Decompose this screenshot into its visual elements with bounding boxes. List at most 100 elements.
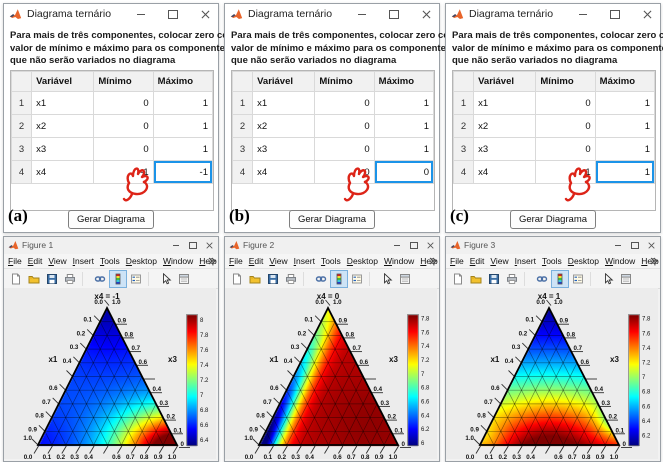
- close-button[interactable]: [417, 6, 435, 23]
- link-plot-icon[interactable]: [312, 270, 330, 288]
- cell-x3-máximo[interactable]: 1: [594, 137, 655, 161]
- property-inspector-icon[interactable]: [617, 270, 635, 288]
- cell-x3-variável[interactable]: x3: [473, 137, 537, 161]
- menu-view[interactable]: View: [48, 256, 67, 266]
- cell-x1-variável[interactable]: x1: [252, 91, 316, 115]
- row-header-2[interactable]: 2: [453, 114, 475, 138]
- cell-x1-variável[interactable]: x1: [31, 91, 95, 115]
- row-header-3[interactable]: 3: [453, 137, 475, 161]
- menu-insert[interactable]: Insert: [293, 256, 315, 266]
- menu-edit[interactable]: Edit: [27, 256, 43, 266]
- cell-x4-variável[interactable]: x4: [31, 160, 95, 184]
- cell-x4-máximo[interactable]: -1: [152, 160, 213, 184]
- property-inspector-icon[interactable]: [396, 270, 414, 288]
- link-plot-icon[interactable]: [533, 270, 551, 288]
- print-figure-icon[interactable]: [503, 270, 521, 288]
- link-plot-icon[interactable]: [91, 270, 109, 288]
- close-button[interactable]: [202, 238, 217, 252]
- row-header-3[interactable]: 3: [11, 137, 33, 161]
- row-header-2[interactable]: 2: [11, 114, 33, 138]
- edit-plot-icon[interactable]: [599, 270, 617, 288]
- cell-x2-mínimo[interactable]: 0: [535, 114, 596, 138]
- cell-x3-variável[interactable]: x3: [252, 137, 316, 161]
- insert-colorbar-icon[interactable]: [109, 269, 127, 288]
- cell-x3-variável[interactable]: x3: [31, 137, 95, 161]
- cell-x3-máximo[interactable]: 1: [373, 137, 434, 161]
- gerar-diagrama-button[interactable]: Gerar Diagrama: [289, 210, 375, 229]
- insert-legend-icon[interactable]: [348, 270, 366, 288]
- edit-plot-icon[interactable]: [157, 270, 175, 288]
- gerar-diagrama-button[interactable]: Gerar Diagrama: [510, 210, 596, 229]
- cell-x2-máximo[interactable]: 1: [152, 114, 213, 138]
- edit-plot-icon[interactable]: [378, 270, 396, 288]
- menu-overflow-icon[interactable]: [650, 257, 658, 265]
- maximize-button[interactable]: [185, 238, 200, 252]
- menu-overflow-icon[interactable]: [208, 257, 216, 265]
- close-button[interactable]: [644, 238, 659, 252]
- cell-x2-mínimo[interactable]: 0: [314, 114, 375, 138]
- menu-window[interactable]: Window: [604, 256, 636, 266]
- print-figure-icon[interactable]: [61, 270, 79, 288]
- menu-desktop[interactable]: Desktop: [567, 256, 599, 266]
- insert-legend-icon[interactable]: [569, 270, 587, 288]
- property-inspector-icon[interactable]: [175, 270, 193, 288]
- close-button[interactable]: [423, 238, 438, 252]
- new-figure-icon[interactable]: [228, 270, 246, 288]
- save-figure-icon[interactable]: [264, 270, 282, 288]
- menu-tools[interactable]: Tools: [99, 256, 120, 266]
- menu-overflow-icon[interactable]: [429, 257, 437, 265]
- insert-legend-icon[interactable]: [127, 270, 145, 288]
- maximize-button[interactable]: [385, 6, 403, 23]
- menu-window[interactable]: Window: [383, 256, 415, 266]
- print-figure-icon[interactable]: [282, 270, 300, 288]
- gerar-diagrama-button[interactable]: Gerar Diagrama: [68, 210, 154, 229]
- cell-x1-mínimo[interactable]: 0: [314, 91, 375, 115]
- menu-insert[interactable]: Insert: [514, 256, 536, 266]
- minimize-button[interactable]: [610, 238, 625, 252]
- cell-x3-mínimo[interactable]: 0: [314, 137, 375, 161]
- cell-x4-máximo[interactable]: 0: [373, 160, 434, 184]
- maximize-button[interactable]: [164, 6, 182, 23]
- menu-insert[interactable]: Insert: [72, 256, 94, 266]
- row-header-2[interactable]: 2: [232, 114, 254, 138]
- save-figure-icon[interactable]: [485, 270, 503, 288]
- menu-file[interactable]: File: [229, 256, 243, 266]
- cell-x4-variável[interactable]: x4: [252, 160, 316, 184]
- row-header-4[interactable]: 4: [11, 160, 33, 184]
- cell-x2-mínimo[interactable]: 0: [93, 114, 154, 138]
- row-header-4[interactable]: 4: [232, 160, 254, 184]
- menu-edit[interactable]: Edit: [248, 256, 264, 266]
- open-file-icon[interactable]: [25, 270, 43, 288]
- minimize-button[interactable]: [168, 238, 183, 252]
- row-header-1[interactable]: 1: [11, 91, 33, 115]
- cell-x1-mínimo[interactable]: 0: [535, 91, 596, 115]
- minimize-button[interactable]: [389, 238, 404, 252]
- menu-file[interactable]: File: [450, 256, 464, 266]
- menu-help[interactable]: Help: [420, 256, 438, 266]
- cell-x2-máximo[interactable]: 1: [373, 114, 434, 138]
- menu-window[interactable]: Window: [162, 256, 194, 266]
- new-figure-icon[interactable]: [449, 270, 467, 288]
- save-figure-icon[interactable]: [43, 270, 61, 288]
- cell-x3-mínimo[interactable]: 0: [535, 137, 596, 161]
- row-header-1[interactable]: 1: [232, 91, 254, 115]
- open-file-icon[interactable]: [246, 270, 264, 288]
- insert-colorbar-icon[interactable]: [551, 269, 569, 288]
- cell-x2-variável[interactable]: x2: [252, 114, 316, 138]
- row-header-1[interactable]: 1: [453, 91, 475, 115]
- cell-x4-máximo[interactable]: 1: [594, 160, 655, 184]
- cell-x3-máximo[interactable]: 1: [152, 137, 213, 161]
- menu-file[interactable]: File: [8, 256, 22, 266]
- minimize-button[interactable]: [353, 6, 371, 23]
- menu-view[interactable]: View: [269, 256, 288, 266]
- row-header-4[interactable]: 4: [453, 160, 475, 184]
- open-file-icon[interactable]: [467, 270, 485, 288]
- cell-x2-máximo[interactable]: 1: [594, 114, 655, 138]
- close-button[interactable]: [196, 6, 214, 23]
- cell-x4-variável[interactable]: x4: [473, 160, 537, 184]
- cell-x2-variável[interactable]: x2: [31, 114, 95, 138]
- maximize-button[interactable]: [627, 238, 642, 252]
- row-header-3[interactable]: 3: [232, 137, 254, 161]
- maximize-button[interactable]: [406, 238, 421, 252]
- cell-x1-mínimo[interactable]: 0: [93, 91, 154, 115]
